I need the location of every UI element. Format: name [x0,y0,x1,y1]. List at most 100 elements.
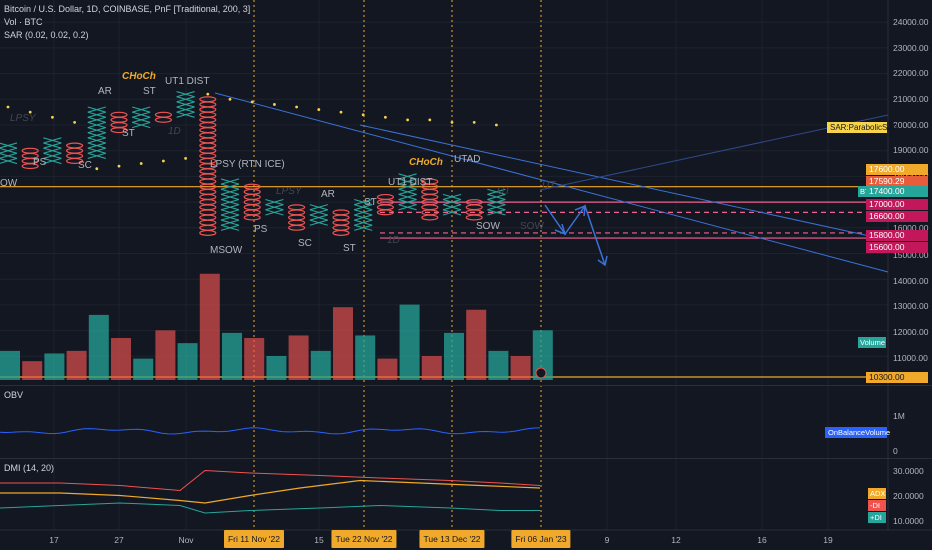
pnf-o-box [465,199,483,206]
pnf-o-box [154,116,172,123]
obv-pane-separator[interactable] [0,385,932,386]
time-tick: 12 [671,535,681,545]
time-tick: 16 [757,535,767,545]
time-highlight-nov22: Tue 22 Nov '22 [331,530,397,548]
price-tick: 21000.00 [893,94,929,104]
sar-dot [73,121,76,124]
lpsy-label-1: LPSY [10,113,36,124]
volume-bar [399,304,420,380]
pnf-x-box [87,132,106,139]
pnf-o-box [199,96,217,103]
pnf-x-box [132,106,151,113]
pnf-o-box [199,152,217,159]
dmi-tick: 30.0000 [893,466,924,476]
price-tick: 14000.00 [893,276,929,286]
time-tick: Nov [178,535,194,545]
pnf-x-box [132,116,151,123]
ar-label-2: AR [321,189,335,200]
st-label-1: ST [143,86,156,97]
volume-bar [88,314,109,380]
volume-bar [199,273,220,380]
time-highlight-nov11: Fri 11 Nov '22 [223,530,285,548]
last-price-tag: 17400.00 [866,186,928,197]
dmi-tick: 10.0000 [893,516,924,526]
pnf-o-box [332,214,350,221]
pnf-x-box [87,111,106,118]
sar-dot [250,100,254,104]
pnf-o-box [421,193,439,200]
time-tick: 9 [604,535,610,545]
pnf-x-box [265,209,284,216]
pnf-x-box [398,198,417,206]
msow-label: MSOW [210,245,243,256]
pnf-x-box [442,209,462,216]
pnf-o-box [421,214,439,221]
pnf-x-box [354,209,373,216]
price-tick: 19000.00 [893,145,929,155]
pnf-x-box [220,178,240,185]
trendline [359,124,889,241]
time-tick: 19 [823,535,833,545]
sar-dot [450,121,454,124]
dmi-pane-label: DMI (14, 20) [4,463,55,473]
pnf-x-box [220,224,240,231]
sar-dot [184,157,188,160]
sar-dot [206,92,210,96]
dmi-pane-separator[interactable] [0,458,932,459]
obv-pane-label: OBV [4,390,24,400]
time-tick: 15 [314,535,324,545]
pnf-o-box [65,142,84,149]
sar-dot [95,167,99,171]
pnf-o-box [199,214,217,221]
1d-label-1: 1D [168,126,181,137]
arrow-head [574,204,586,217]
volume-bar [532,330,553,380]
pnf-x-box [487,198,506,206]
pnf-x-box [87,152,106,159]
volume-legend: Vol · BTC [4,17,43,27]
volume-bar [0,350,20,380]
pnf-x-box [220,219,240,226]
plus-di-tag: +DI [868,512,886,523]
pnf-x-box [43,142,62,149]
price-tick: 22000.00 [893,68,929,78]
sow-label-3: SOW [520,221,544,232]
pnf-x-box [0,147,18,154]
choch-label-1: CHoCh [122,71,156,82]
pnf-x-box [398,178,417,185]
st-label-4: ST [343,243,356,254]
sar-dot [406,118,409,122]
pnf-x-box [442,193,462,201]
pnf-x-box [87,127,106,134]
symbol-legend: Bitcoin / U.S. Dollar, 1D, COINBASE, PnF… [4,4,251,14]
pnf-x-box [354,198,373,206]
pnf-x-box [87,116,106,123]
time-tick: 27 [114,535,124,545]
choch-label-2: CHoCh [409,157,443,168]
pnf-x-box [398,183,417,190]
adx-tag: ADX [868,488,886,499]
pnf-x-box [354,224,373,231]
obv-line [0,427,541,435]
pnf-x-box [176,96,195,103]
pnf-o-box [199,116,217,123]
plus-di-line [0,502,540,514]
arrow-head [597,255,608,267]
pnf-x-box [309,214,328,221]
volume-bar [111,338,131,380]
pnf-x-box [487,204,506,211]
sow-label-1: OW [0,178,18,189]
sar-dot [139,162,143,165]
pnf-o-box [465,214,483,221]
pnf-x-box [43,152,62,159]
volume-bar [288,335,309,380]
ut1-dist-label-1: UT1 DIST [165,76,210,87]
time-tick: 17 [49,535,59,545]
pnf-o-box [199,229,217,236]
ut1-dist-label-2: UT1 DIST [388,177,433,188]
pnf-o-box [332,209,350,216]
sar-dot [472,121,476,124]
sow-label-2: SOW [476,221,500,232]
minus-di-tag: -DI [868,500,886,511]
